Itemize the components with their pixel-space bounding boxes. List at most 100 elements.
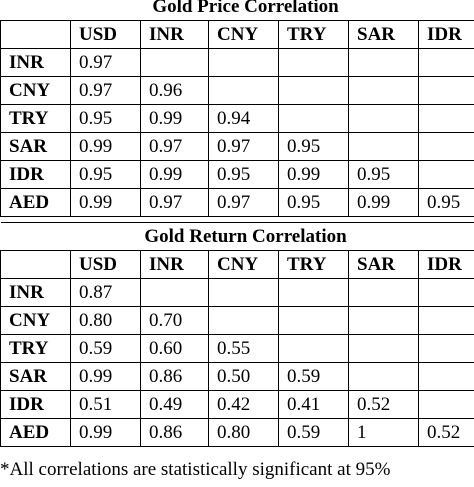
empty-cell [417,278,474,307]
row-header: SAR [0,132,71,161]
row-header: IDR [0,160,71,189]
empty-cell [348,278,419,307]
cell: 0.59 [278,362,349,391]
cell: 0.49 [140,390,209,419]
empty-cell [278,334,349,363]
table-row: SAR 0.99 0.97 0.97 0.95 [0,132,474,161]
row-header: TRY [0,104,71,133]
row-header: CNY [0,306,71,335]
cell: 0.95 [417,188,474,217]
cell: 0.99 [70,132,141,161]
table-row: INR 0.87 [0,278,474,307]
cell: 0.99 [70,188,141,217]
cell: 0.99 [140,104,209,133]
table-row: AED 0.99 0.97 0.97 0.95 0.99 0.95 [0,188,474,217]
cell: 0.52 [417,418,474,447]
empty-cell [278,306,349,335]
empty-cell [417,104,474,133]
cell: 0.80 [208,418,279,447]
row-header: SAR [0,362,71,391]
cell: 0.41 [278,390,349,419]
table-row: INR 0.97 [0,48,474,77]
row-header: INR [0,278,71,307]
cell: 0.95 [70,160,141,189]
column-header: SAR [348,250,419,279]
empty-cell [140,48,209,77]
cell: 0.95 [208,160,279,189]
column-header: IDR [417,250,474,279]
corner-cell [0,250,71,279]
empty-cell [208,278,279,307]
cell: 0.97 [70,76,141,105]
return-correlation-table: Gold Return Correlation USD INR CNY TRY SAR ID… [0,222,474,447]
cell: 0.97 [70,48,141,77]
corner-cell [0,20,71,49]
column-header: IDR [417,20,474,49]
empty-cell [417,306,474,335]
empty-cell [417,390,474,419]
row-header: IDR [0,390,71,419]
empty-cell [278,278,349,307]
empty-cell [278,76,349,105]
empty-cell [417,334,474,363]
cell: 0.95 [348,160,419,189]
cell: 1 [348,418,419,447]
title-row: Gold Return Correlation [0,222,474,251]
cell: 0.59 [70,334,141,363]
column-header: INR [140,250,209,279]
cell: 0.87 [70,278,141,307]
empty-cell [208,48,279,77]
empty-cell [140,278,209,307]
empty-cell [348,132,419,161]
cell: 0.86 [140,362,209,391]
column-header: USD [70,250,141,279]
empty-cell [417,160,474,189]
empty-cell [348,362,419,391]
cell: 0.95 [70,104,141,133]
cell: 0.80 [70,306,141,335]
cell: 0.70 [140,306,209,335]
empty-cell [348,76,419,105]
empty-cell [348,104,419,133]
empty-cell [278,104,349,133]
cell: 0.99 [348,188,419,217]
cell: 0.95 [278,132,349,161]
cell: 0.51 [70,390,141,419]
cell: 0.99 [70,418,141,447]
column-header: TRY [278,20,349,49]
empty-cell [417,362,474,391]
cell: 0.55 [208,334,279,363]
table-row: CNY 0.97 0.96 [0,76,474,105]
cell: 0.96 [140,76,209,105]
row-header: AED [0,418,71,447]
cell: 0.94 [208,104,279,133]
empty-cell [417,48,474,77]
header-row: USD INR CNY TRY SAR IDR [0,20,474,49]
table-row: SAR 0.99 0.86 0.50 0.59 [0,362,474,391]
table-title: Gold Return Correlation [0,222,474,251]
cell: 0.95 [278,188,349,217]
column-header: USD [70,20,141,49]
header-row: USD INR CNY TRY SAR IDR [0,250,474,279]
column-header: CNY [208,250,279,279]
cell: 0.50 [208,362,279,391]
row-header: INR [0,48,71,77]
cell: 0.99 [70,362,141,391]
cell: 0.60 [140,334,209,363]
cell: 0.99 [278,160,349,189]
cell: 0.97 [208,188,279,217]
empty-cell [348,334,419,363]
cell: 0.99 [140,160,209,189]
empty-cell [278,48,349,77]
cell: 0.86 [140,418,209,447]
column-header: SAR [348,20,419,49]
cell: 0.52 [348,390,419,419]
table-row: CNY 0.80 0.70 [0,306,474,335]
empty-cell [348,48,419,77]
cell: 0.97 [140,188,209,217]
cell: 0.59 [278,418,349,447]
cell: 0.42 [208,390,279,419]
cell: 0.97 [208,132,279,161]
table-row: TRY 0.59 0.60 0.55 [0,334,474,363]
